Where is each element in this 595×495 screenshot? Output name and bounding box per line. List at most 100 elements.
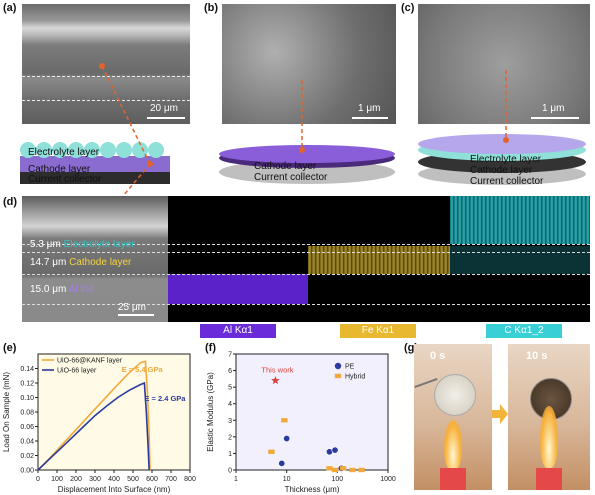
- y-tick-label: 3: [228, 418, 232, 425]
- eds-map-c: [450, 196, 590, 322]
- scale-bar-d: [118, 314, 154, 316]
- x-tick-label: 0: [36, 476, 40, 483]
- point-pe: [331, 446, 339, 454]
- panel-label-f: (f): [205, 342, 216, 354]
- legend-label-hybrid: Hybrid: [345, 374, 365, 381]
- legend-label: UiO-66@KANF layer: [57, 358, 123, 365]
- x-axis-label: Displacement Into Surface (nm): [58, 485, 171, 494]
- y-tick-label: 0.14: [20, 366, 34, 373]
- x-tick-label: 300: [89, 476, 101, 483]
- point-hybrid: [331, 467, 339, 473]
- connector-arrows: [95, 63, 509, 229]
- legend-c: C Kα1_2: [486, 324, 562, 338]
- al-signal: [168, 274, 308, 304]
- panel-label-e: (e): [3, 342, 17, 354]
- sem-cross-section-d: [22, 196, 168, 322]
- y-tick-label: 0.00: [20, 468, 34, 475]
- annotation-modulus-1: E = 5.4 GPa: [122, 365, 164, 374]
- candle: [440, 468, 466, 490]
- label-cathode-c: Cathode layer: [470, 165, 533, 176]
- label-collector-a: Current collector: [28, 174, 102, 185]
- x-tick-label: 100: [51, 476, 63, 483]
- y-tick-label: 6: [228, 368, 232, 375]
- x-tick-label: 400: [108, 476, 120, 483]
- d-guide: [22, 252, 590, 253]
- x-axis-label: Thickness (μm): [285, 485, 340, 494]
- sem-image-a: 20 μm: [22, 4, 190, 124]
- x-tick-label: 200: [70, 476, 82, 483]
- d-guide: [22, 274, 590, 275]
- sem-image-b: 1 μm: [222, 4, 396, 124]
- y-tick-label: 4: [228, 401, 232, 408]
- scale-bar-label: 20 μm: [150, 103, 178, 114]
- sem-image-c: 1 μm: [418, 4, 590, 124]
- y-axis-label: Load On Sample (mN): [2, 372, 11, 452]
- time-label-0s: 0 s: [430, 350, 446, 362]
- x-tick-label: 1: [234, 476, 238, 483]
- annotation-this-work: This work: [261, 366, 293, 375]
- label-collector-b: Current collector: [254, 172, 328, 183]
- layer-boundary: [22, 76, 190, 77]
- flame: [540, 406, 558, 468]
- plot-area: [235, 353, 389, 471]
- panel-label-d: (d): [3, 196, 18, 208]
- eds-map-fe: [308, 196, 450, 322]
- point-hybrid: [349, 467, 356, 473]
- arrow-right-icon: [492, 404, 508, 424]
- schematic-c: [418, 134, 586, 185]
- x-tick-label: 500: [127, 476, 139, 483]
- thickness-1-label: Electrolyte layer: [63, 239, 135, 250]
- scale-bar: [352, 117, 388, 119]
- c-signal: [450, 196, 590, 244]
- flame-photo-0s: [414, 344, 492, 490]
- series-line-1: [37, 381, 150, 471]
- fe-signal: [308, 246, 450, 274]
- time-label-10s: 10 s: [526, 350, 548, 362]
- thickness-3-label: Al foil: [68, 284, 94, 295]
- x-tick-label: 10: [283, 476, 291, 483]
- schematic-b: [219, 145, 395, 184]
- y-tick-label: 0.02: [20, 453, 34, 460]
- scale-bar-label: 1 μm: [358, 103, 381, 114]
- x-tick-label: 800: [184, 476, 196, 483]
- y-axis-label: Elastic Modulus (GPa): [206, 372, 215, 452]
- label-electrolyte-c: Electrolyte layer: [470, 154, 542, 165]
- eds-map-al: [168, 196, 308, 322]
- series-line-0: [37, 360, 151, 471]
- collector-block: [20, 170, 170, 184]
- layer-boundary: [22, 100, 190, 101]
- thickness-3: 15.0 μm Al foil: [30, 284, 93, 295]
- panel-label-c: (c): [401, 2, 415, 14]
- y-tick-label: 0.10: [20, 395, 34, 402]
- film-disc: [434, 374, 476, 416]
- scale-bar: [531, 117, 579, 119]
- y-tick-label: 0.08: [20, 410, 34, 417]
- cathode-block: [20, 156, 170, 172]
- thickness-2: 14.7 μm Cathode layer: [30, 257, 131, 268]
- point-hybrid: [326, 466, 333, 471]
- star-this-work: [271, 376, 280, 385]
- x-tick-label: 600: [146, 476, 158, 483]
- x-tick-label: 100: [331, 476, 343, 483]
- point-hybrid: [268, 449, 275, 454]
- label-cathode-b: Cathode layer: [254, 161, 317, 172]
- tweezer: [414, 377, 438, 389]
- legend-label: UiO-66 layer: [57, 368, 97, 375]
- d-guide: [22, 304, 590, 305]
- flame: [444, 420, 462, 470]
- y-tick-label: 7: [228, 352, 232, 359]
- y-tick-label: 0.06: [20, 424, 34, 431]
- x-tick-label: 700: [165, 476, 177, 483]
- legend-swatch-pe: [334, 362, 342, 370]
- legend-fe: Fe Kα1: [340, 324, 416, 338]
- y-tick-label: 2: [228, 434, 232, 441]
- point-pe: [283, 435, 291, 443]
- scale-bar-label: 1 μm: [542, 103, 565, 114]
- thickness-2-label: Cathode layer: [69, 257, 132, 268]
- annotation-modulus-2: E = 2.4 GPa: [144, 394, 186, 403]
- thickness-1: 5.3 μm Electrolyte layer: [30, 239, 135, 250]
- x-tick-label: 1000: [380, 476, 396, 483]
- label-collector-c: Current collector: [470, 176, 544, 187]
- scale-bar-label-d: 25 μm: [118, 302, 146, 313]
